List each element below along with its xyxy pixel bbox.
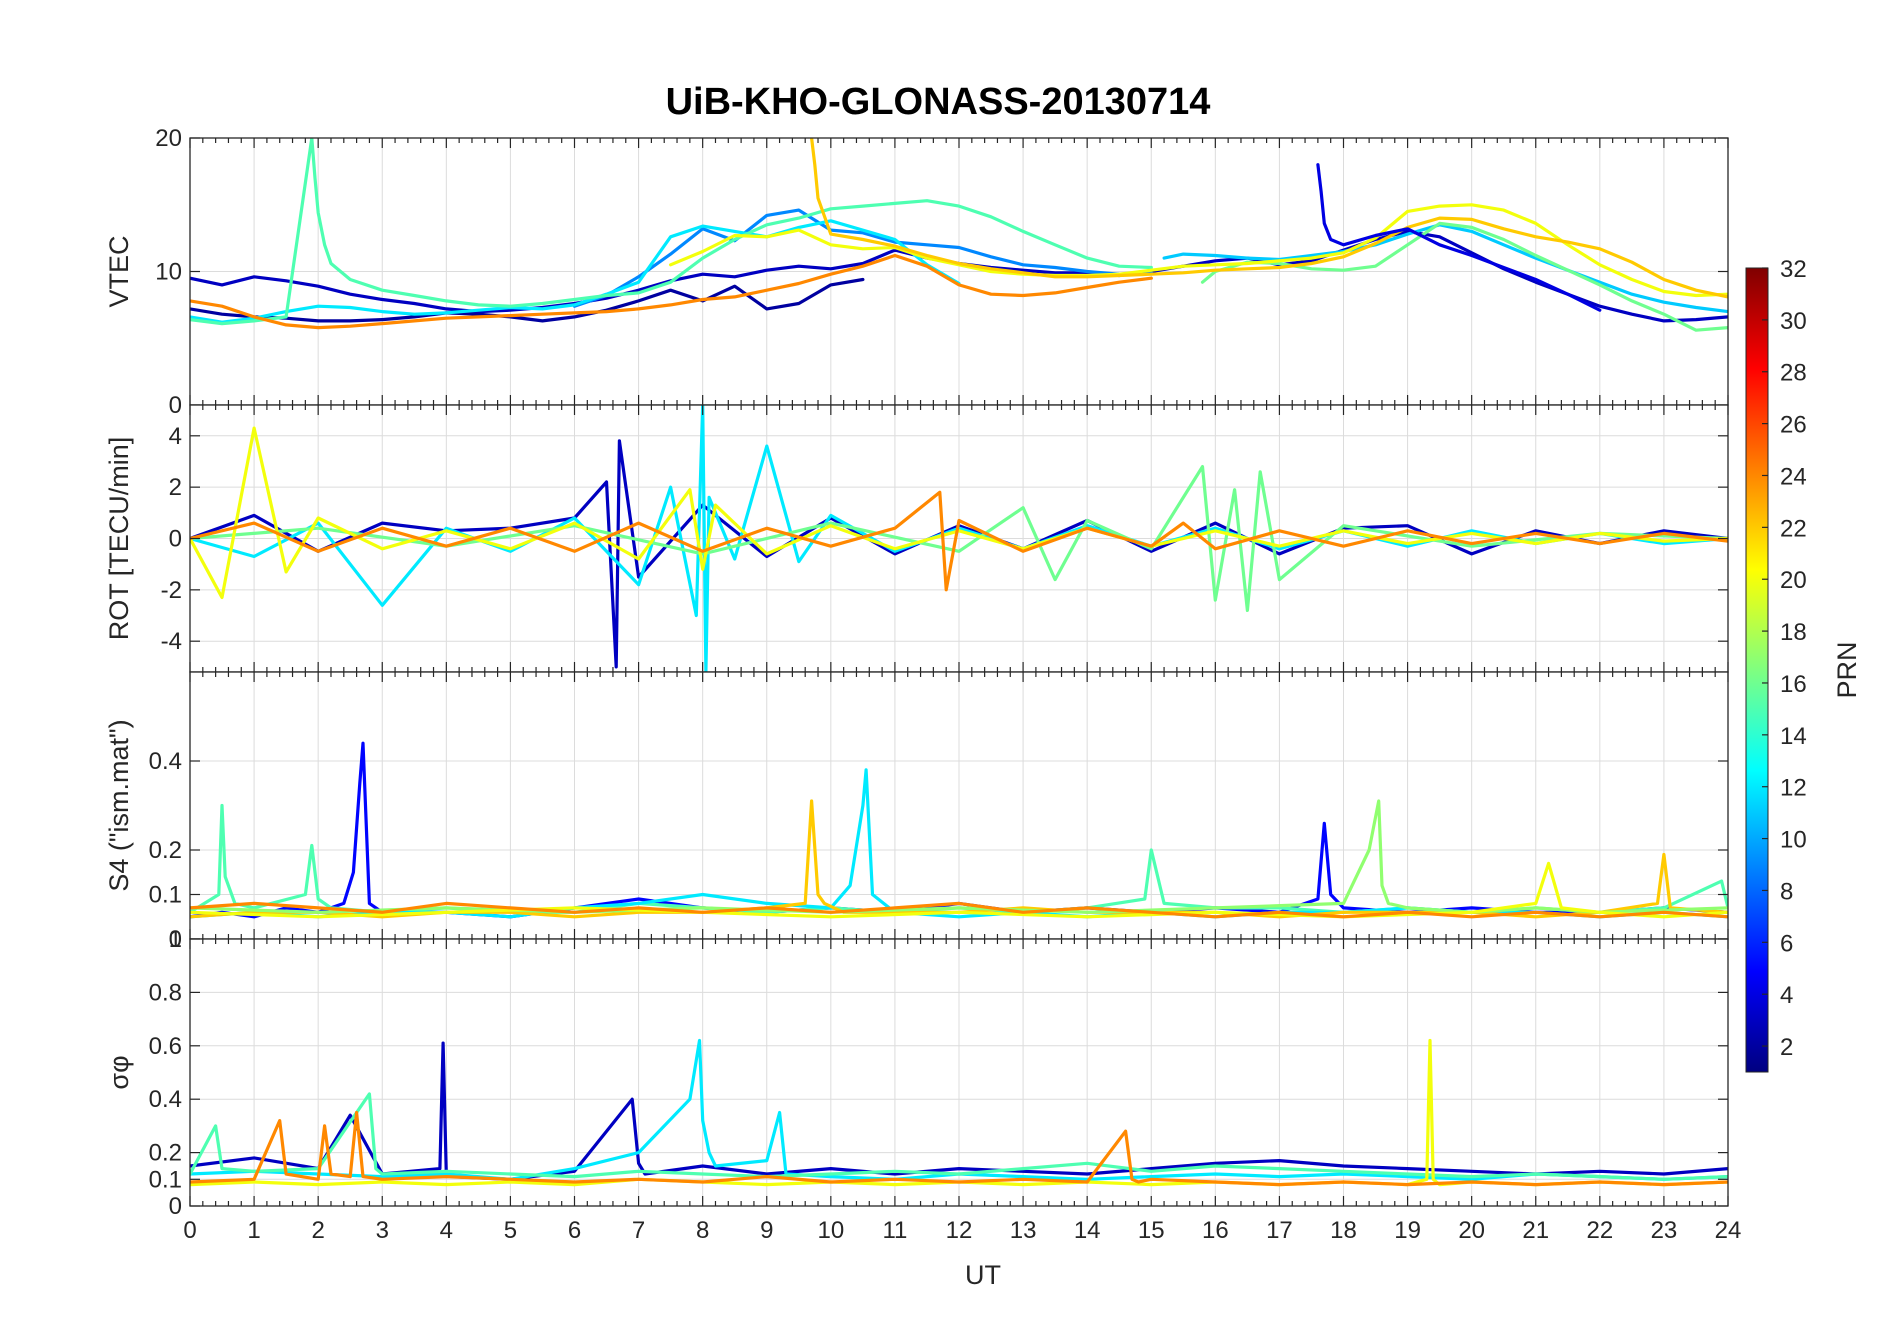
- colorbar-tick-label: 18: [1780, 619, 1807, 646]
- series-prn-15: [190, 1092, 1728, 1181]
- x-tick-label: 24: [1715, 1217, 1742, 1244]
- y-axis-label-s4: S4 ("ism.mat"): [104, 719, 134, 891]
- x-tick-label: 16: [1202, 1217, 1229, 1244]
- y-tick-label: 0.4: [149, 1086, 182, 1113]
- series-prn-24: [190, 490, 1728, 592]
- x-tick-label: 23: [1651, 1217, 1678, 1244]
- colorbar-tick-label: 12: [1780, 775, 1807, 802]
- y-tick-label: 0.4: [149, 748, 182, 775]
- y-tick-label: 1: [169, 926, 182, 953]
- y-tick-label: -4: [161, 628, 182, 655]
- y-tick-label: 10: [155, 259, 182, 286]
- series-prn-22: [810, 138, 1728, 299]
- colorbar-tick-label: 4: [1780, 982, 1793, 1009]
- colorbar-tick-label: 16: [1780, 671, 1807, 698]
- colorbar-tick-label: 14: [1780, 723, 1807, 750]
- y-tick-label: 0.8: [149, 979, 182, 1006]
- series-prn-12: [190, 219, 961, 324]
- x-tick-label: 17: [1266, 1217, 1293, 1244]
- y-tick-label: 2: [169, 474, 182, 501]
- y-tick-label: 0: [169, 1193, 182, 1220]
- x-tick-label: 15: [1138, 1217, 1165, 1244]
- y-tick-label: 4: [169, 423, 182, 450]
- x-tick-label: 5: [504, 1217, 517, 1244]
- colorbar-tick-label: 32: [1780, 256, 1807, 283]
- panel-s4: 0 0.1 0.2 0.4 S4 ("ism.mat"): [104, 671, 1729, 953]
- colorbar-gradient: [1745, 267, 1769, 1073]
- y-axis-label-rot: ROT [TECU/min]: [104, 437, 134, 641]
- y-tick-label: 0.6: [149, 1033, 182, 1060]
- series-prn-24: [190, 253, 1153, 330]
- chart-title: UiB-KHO-GLONASS-20130714: [666, 81, 1211, 123]
- series-prn-22: [190, 799, 1728, 919]
- x-tick-label: 2: [311, 1217, 324, 1244]
- y-tick-label: 0: [169, 526, 182, 553]
- y-tick-label: 0.1: [149, 882, 182, 909]
- colorbar-tick-label: 2: [1780, 1034, 1793, 1061]
- series-prn-24: [190, 901, 1728, 919]
- series-prn-16: [1200, 221, 1728, 332]
- x-tick-label: 7: [632, 1217, 645, 1244]
- x-axis-label: UT: [965, 1260, 1001, 1290]
- y-tick-label: 0: [169, 926, 182, 953]
- series-prn-9: [572, 208, 1153, 308]
- colorbar-tick-label: 20: [1780, 567, 1807, 594]
- y-tick-label: 0.1: [149, 1166, 182, 1193]
- x-tick-label: 14: [1074, 1217, 1101, 1244]
- colorbar-tick-label: 30: [1780, 308, 1807, 335]
- series-prn-20: [190, 426, 1728, 600]
- colorbar-tick-label: 26: [1780, 412, 1807, 439]
- x-tick-label: 22: [1586, 1217, 1613, 1244]
- series-group: [190, 405, 1728, 672]
- series-prn-24: [190, 1110, 1728, 1187]
- colorbar-label: PRN: [1832, 641, 1862, 698]
- y-tick-label: 20: [155, 125, 182, 152]
- x-tick-label: 8: [696, 1217, 709, 1244]
- series-prn-3: [190, 1041, 1728, 1181]
- colorbar-tick-label: 6: [1780, 930, 1793, 957]
- series-prn-4: [1316, 163, 1602, 312]
- colorbar-tick-label: 22: [1780, 515, 1807, 542]
- x-tick-label: 10: [817, 1217, 844, 1244]
- x-tick-label: 19: [1394, 1217, 1421, 1244]
- colorbar-tick-label: 28: [1780, 360, 1807, 387]
- x-tick-label: 20: [1458, 1217, 1485, 1244]
- x-tick-label: 9: [760, 1217, 773, 1244]
- x-tick-label: 21: [1522, 1217, 1549, 1244]
- x-tick-label: 13: [1010, 1217, 1037, 1244]
- y-tick-label: 0.2: [149, 837, 182, 864]
- x-tick-label: 0: [183, 1217, 196, 1244]
- series-prn-15: [190, 138, 1153, 326]
- x-tick-label: 4: [440, 1217, 453, 1244]
- x-tick-label: 1: [247, 1217, 260, 1244]
- panel-vtec: 0 10 20 VTEC: [104, 125, 1729, 419]
- series-prn-16: [190, 465, 1728, 612]
- y-tick-label: -2: [161, 577, 182, 604]
- series-prn-2: [190, 277, 865, 323]
- colorbar-tick-label: 8: [1780, 878, 1793, 905]
- y-axis-label-vtec: VTEC: [104, 235, 134, 307]
- y-tick-label: 0: [169, 392, 182, 419]
- y-axis-label-sigma_phi: σφ: [104, 1055, 134, 1089]
- panel-rot: -4 -2 0 2 4 ROT [TECU/min]: [104, 404, 1729, 673]
- x-tick-label: 12: [946, 1217, 973, 1244]
- x-tick-label: 18: [1330, 1217, 1357, 1244]
- x-tick-label: 11: [882, 1217, 907, 1244]
- series-group: [190, 1038, 1728, 1187]
- series-prn-20: [669, 203, 1728, 298]
- series-group: [190, 741, 1728, 919]
- series-group: [190, 138, 1728, 332]
- colorbar-tick-label: 24: [1780, 463, 1807, 490]
- colorbar-tick-label: 10: [1780, 827, 1807, 854]
- series-prn-20: [190, 861, 1728, 919]
- series-prn-12: [190, 405, 1728, 672]
- y-tick-label: 0.2: [149, 1140, 182, 1167]
- x-tick-label: 6: [568, 1217, 581, 1244]
- x-tick-label: 3: [376, 1217, 389, 1244]
